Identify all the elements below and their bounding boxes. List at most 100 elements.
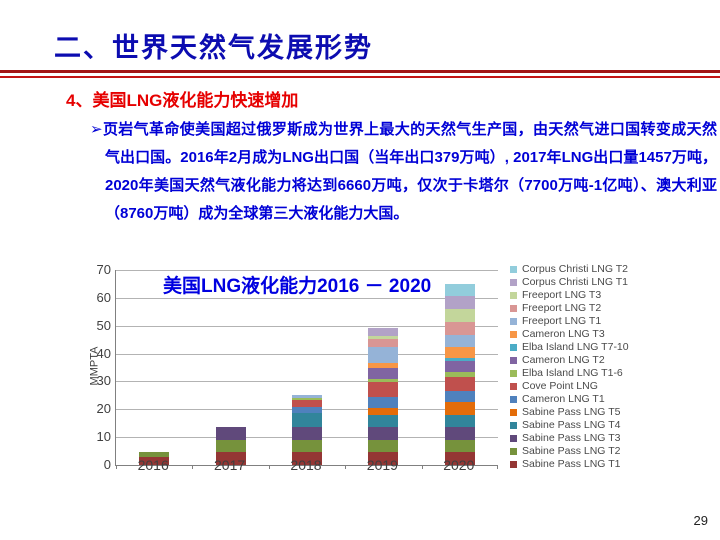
x-axis-tick: [268, 465, 270, 469]
bar-segment: [292, 439, 322, 453]
y-tick-label: 40: [96, 345, 111, 361]
legend-label: Cameron LNG T3: [522, 328, 605, 340]
bar-segment: [368, 368, 399, 380]
bar-segment: [444, 358, 475, 362]
bar-segment: [444, 361, 475, 373]
bar-segment: [444, 334, 475, 348]
legend-item: Sabine Pass LNG T4: [510, 419, 629, 432]
y-tick-label: 70: [96, 262, 111, 277]
x-tick-label: 2020: [443, 457, 475, 473]
legend-item: Sabine Pass LNG T5: [510, 406, 629, 419]
y-tick-label: 10: [96, 429, 111, 445]
bar-segment: [215, 452, 246, 465]
plot-area: [115, 270, 498, 469]
stacked-bar-2016: [139, 452, 170, 465]
legend-label: Cove Point LNG: [522, 380, 598, 392]
bar-segment: [292, 399, 322, 407]
bar-segment: [444, 402, 475, 415]
bar-segment: [368, 407, 399, 415]
y-tick-label: 0: [103, 457, 111, 472]
legend-swatch-icon: [510, 409, 517, 416]
bar-segment: [444, 296, 475, 309]
legend-swatch-icon: [510, 266, 517, 273]
bar-segment: [444, 308, 475, 322]
legend-label: Sabine Pass LNG T3: [522, 432, 621, 444]
page-number: 29: [693, 513, 708, 528]
gridline: [116, 325, 498, 327]
bar-segment: [444, 427, 475, 440]
bar-segment: [444, 414, 475, 428]
stacked-bar-2018: [292, 395, 322, 465]
bar-segment: [444, 321, 475, 335]
legend-swatch-icon: [510, 422, 517, 429]
bar-segment: [368, 347, 399, 363]
bar-segment: [444, 283, 475, 297]
bar-segment: [292, 397, 322, 400]
section-subtitle: 4、美国LNG液化能力快速增加: [66, 91, 299, 110]
x-axis-tick: [192, 465, 194, 469]
chart-title: 美国LNG液化能力2016 － 2020: [163, 276, 432, 297]
y-tick-label: 60: [96, 289, 111, 305]
legend-swatch-icon: [510, 383, 517, 390]
stacked-bar-2017: [215, 427, 246, 465]
chart: MMPTA 0 10 20 30 40 50 60 70 美国LNG液化能力2016 － 20…: [85, 258, 715, 510]
gridline: [116, 381, 498, 383]
slide-title: 二、世界天然气发展形势: [54, 33, 373, 63]
legend-swatch-icon: [510, 305, 517, 312]
legend-label: Sabine Pass LNG T5: [522, 406, 621, 418]
y-tick-label: 30: [96, 373, 111, 389]
gridline: [116, 297, 498, 299]
bar-segment: [292, 406, 322, 414]
legend-label: Cameron LNG T2: [522, 354, 605, 366]
bar-segment: [444, 391, 475, 403]
legend-label: Elba Island LNG T7-10: [522, 341, 629, 353]
bar-segment: [368, 427, 399, 440]
legend-swatch-icon: [510, 357, 517, 364]
x-axis-tick: [116, 465, 117, 469]
legend-swatch-icon: [510, 344, 517, 351]
legend-label: Corpus Christi LNG T1: [522, 276, 629, 288]
body-paragraph-text: 页岩气革命使美国超过俄罗斯成为世界上最大的天然气生产国，由天然气进口国转变成天然…: [102, 121, 717, 222]
bar-segment: [368, 382, 399, 397]
legend-swatch-icon: [510, 331, 517, 338]
legend-swatch-icon: [510, 318, 517, 325]
bar-segment: [292, 413, 322, 428]
legend-label: Sabine Pass LNG T2: [522, 445, 621, 457]
bar-segment: [368, 396, 399, 408]
bar-segment: [368, 452, 399, 465]
stacked-bar-2020: [444, 283, 475, 465]
legend-item: Elba Island LNG T1-6: [510, 367, 629, 380]
legend-label: Elba Island LNG T1-6: [522, 367, 623, 379]
y-tick-label: 20: [96, 401, 111, 417]
legend-swatch-icon: [510, 370, 517, 377]
x-axis-tick: [345, 465, 347, 469]
legend: Corpus Christi LNG T2 Corpus Christi LNG …: [510, 263, 629, 471]
legend-item: Cameron LNG T2: [510, 354, 629, 367]
legend-item: Sabine Pass LNG T3: [510, 432, 629, 445]
legend-label: Freeport LNG T2: [522, 302, 602, 314]
bar-segment: [292, 427, 322, 440]
legend-label: Freeport LNG T3: [522, 289, 602, 301]
x-axis-tick: [497, 465, 498, 469]
bar-segment: [444, 372, 475, 377]
legend-item: Cove Point LNG: [510, 380, 629, 393]
legend-item: Corpus Christi LNG T1: [510, 276, 629, 289]
x-tick-label: 2016: [137, 457, 169, 473]
bar-segment: [444, 376, 475, 392]
bar-segment: [444, 347, 475, 359]
legend-item: Freeport LNG T3: [510, 289, 629, 302]
x-tick-label: 2018: [290, 457, 322, 473]
bar-segment: [368, 414, 399, 428]
bar-segment: [368, 362, 399, 369]
bar-segment: [292, 395, 322, 398]
bar-segment: [368, 439, 399, 453]
bar-segment: [444, 439, 475, 453]
bar-segment: [368, 339, 399, 348]
bar-segment: [292, 452, 322, 465]
legend-label: Sabine Pass LNG T4: [522, 419, 621, 431]
legend-item: Sabine Pass LNG T1: [510, 458, 629, 471]
arrow-bullet-icon: ➢: [90, 121, 103, 138]
gridline: [116, 353, 498, 355]
legend-label: Corpus Christi LNG T2: [522, 263, 629, 275]
